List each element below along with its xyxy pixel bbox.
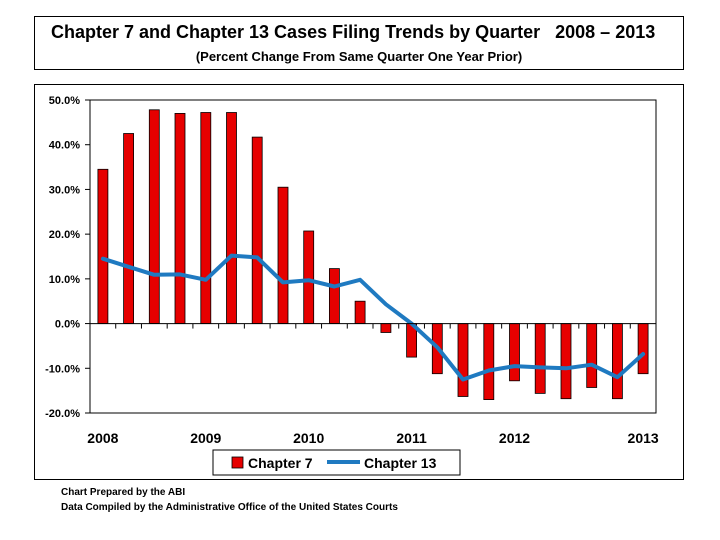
x-year-label-2010: 2010: [293, 430, 324, 446]
bar-chapter7-q2: [148, 109, 160, 324]
bar-chapter7-q15: [483, 323, 495, 401]
bar-chapter7-q10: [354, 300, 366, 325]
bar-chapter7-q5: [226, 112, 237, 325]
bar-chapter7-q20: [612, 323, 623, 400]
bar-chapter7-q14: [457, 323, 469, 397]
bar-chapter7-q3: [174, 113, 186, 324]
legend-label-chapter7: Chapter 7: [248, 455, 313, 471]
bar-chapter7-q21: [637, 323, 649, 375]
title-box: Chapter 7 and Chapter 13 Cases Filing Tr…: [34, 16, 684, 70]
line-chapter13: [100, 253, 646, 382]
bar-chapter7-q8: [303, 230, 315, 324]
bar-chapter7-q16: [509, 323, 520, 382]
y-tick-label-4: 10.0%: [49, 274, 80, 286]
bar-chapter7-q7: [277, 186, 289, 324]
chart-svg: 50.0% 40.0% 30.0% 20.0% 10.0% 0.0% -10.0% -20.0…: [45, 95, 659, 476]
x-year-label-2012: 2012: [499, 430, 530, 446]
x-year-label-2009: 2009: [190, 430, 221, 446]
x-year-label-2013: 2013: [628, 430, 659, 446]
chart-title: Chapter 7 and Chapter 13 Cases Filing Tr…: [51, 22, 656, 42]
bar-chapter7-q18: [560, 323, 572, 400]
bar-chapter7-q11: [380, 323, 392, 333]
bar-chapter7-q4: [200, 112, 212, 325]
y-tick-label-0: 50.0%: [49, 95, 80, 107]
y-tick-label-3: 20.0%: [49, 229, 80, 241]
bar-chapter7-q0: [97, 168, 109, 325]
y-tick-label-6: -10.0%: [45, 363, 80, 375]
y-tick-label-2: 30.0%: [49, 184, 80, 196]
bar-chapter7-q9: [328, 268, 340, 325]
legend-label-chapter13: Chapter 13: [364, 455, 437, 471]
bar-chapter7-q1: [123, 133, 134, 324]
y-tick-label-7: -20.0%: [45, 408, 80, 420]
bar-chapter7-q19: [586, 323, 598, 388]
bar-chapter7-q17: [534, 323, 546, 394]
x-year-label-2008: 2008: [87, 430, 118, 446]
footer-source: Data Compiled by the Administrative Offi…: [61, 502, 398, 513]
bar-chapter7-q6: [251, 136, 263, 325]
legend-swatch-chapter7: [231, 456, 244, 469]
y-tick-label-1: 40.0%: [49, 140, 80, 152]
y-tick-label-5: 0.0%: [55, 319, 80, 331]
chart-subtitle: (Percent Change From Same Quarter One Ye…: [195, 49, 523, 64]
x-year-label-2011: 2011: [396, 430, 427, 446]
footer-credit: Chart Prepared by the ABI: [61, 487, 186, 498]
